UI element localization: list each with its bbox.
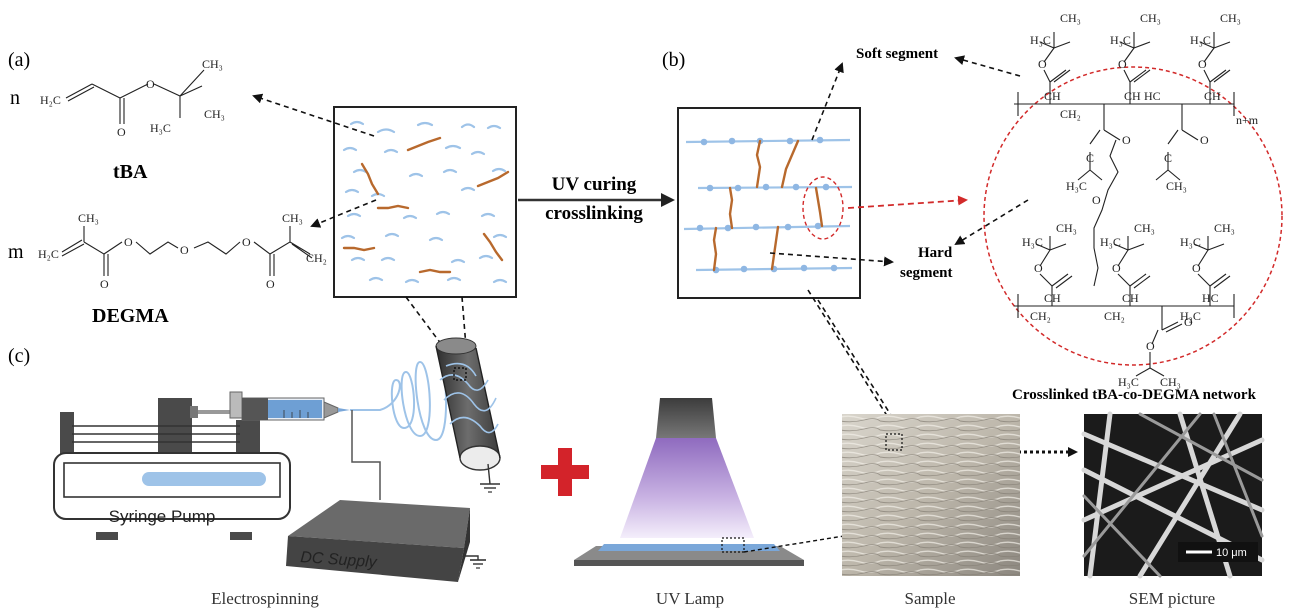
degma-o1: O	[100, 277, 109, 291]
lo-ch3-2: CH₃	[1134, 221, 1155, 235]
degma-o4: O	[242, 235, 251, 249]
up-ch3-1: CH₃	[1060, 11, 1081, 25]
uv-curing-arrow: UV curing crosslinking	[518, 174, 675, 224]
up-o-1: O	[1038, 57, 1047, 71]
hard-segment-label-1: Hard	[918, 245, 953, 261]
scale-bar-label: 10 μm	[1216, 547, 1247, 559]
dashed-connectors	[252, 55, 1078, 457]
lo-ch2-2: CH₂	[1104, 309, 1125, 323]
up-o-2: O	[1118, 57, 1127, 71]
degma-ch3-b: CH₃	[282, 211, 303, 225]
network-caption: Crosslinked tBA-co-DEGMA network	[1012, 387, 1257, 403]
electrospinning-setup	[350, 337, 501, 500]
up-ch3-4: CH₃	[1166, 179, 1187, 193]
degma-coefficient: m	[8, 241, 24, 263]
lo-h3c-3: H₃C	[1180, 235, 1201, 249]
sample-photo	[842, 414, 1020, 576]
link-o-1: O	[1092, 193, 1101, 207]
tba-h3c: H₃C	[150, 121, 171, 135]
dc-supply-label: DC Supply	[300, 549, 378, 571]
lo-o-2: O	[1112, 261, 1121, 275]
lo-h3c-4: H₃C	[1118, 375, 1139, 389]
degma-ch2-label: CH₂	[306, 251, 327, 265]
lo-ch-3: HC	[1202, 291, 1219, 305]
tba-name: tBA	[113, 161, 148, 183]
tba-structure: n H₂C O O CH₃ CH₃ H₃C tBA	[10, 57, 225, 183]
sem-image: 10 μm	[1081, 411, 1265, 579]
tba-ch3-top: CH₃	[202, 57, 223, 71]
lo-ch-1: CH	[1044, 291, 1061, 305]
panel-label-b: (b)	[662, 49, 685, 71]
degma-structure: m H₂C CH₃ O O O O O CH₃ CH₂ DEGMA	[8, 211, 327, 327]
lo-o-4: O	[1184, 315, 1193, 329]
degma-o2: O	[124, 235, 133, 249]
up-h3c-4: H₃C	[1066, 179, 1087, 193]
uv-lamp	[574, 398, 845, 566]
crosslinked-network-box	[677, 107, 861, 299]
crosslinking-label: crosslinking	[545, 203, 643, 224]
red-dashed-arrow	[847, 195, 968, 209]
up-c-2: C	[1164, 151, 1172, 165]
syringe-pump-label: Syringe Pump	[109, 507, 216, 526]
plus-icon	[541, 448, 589, 496]
panel-label-c: (c)	[8, 345, 30, 367]
lo-h3c-2: H₃C	[1100, 235, 1121, 249]
lo-ch3-3: CH₃	[1214, 221, 1235, 235]
uv-curing-label: UV curing	[552, 174, 637, 195]
monomer-solution-box	[333, 106, 517, 298]
up-o-3: O	[1198, 57, 1207, 71]
up-h3c-2: H₃C	[1110, 33, 1131, 47]
hard-segment-label-2: segment	[900, 265, 953, 281]
tba-ester-o: O	[146, 77, 155, 91]
degma-h2c-label: H₂C	[38, 247, 59, 261]
lo-o-3: O	[1192, 261, 1201, 275]
caption-sem: SEM picture	[1129, 589, 1215, 608]
up-c-1: C	[1086, 151, 1094, 165]
repeat-label-top: n+m	[1236, 113, 1259, 127]
degma-name: DEGMA	[92, 305, 169, 327]
lo-ch3-1: CH₃	[1056, 221, 1077, 235]
lo-ch2-1: CH₂	[1030, 309, 1051, 323]
up-h3c-3: H₃C	[1190, 33, 1211, 47]
caption-uv-lamp: UV Lamp	[656, 589, 724, 608]
dc-supply: DC Supply	[286, 500, 486, 582]
up-ch3-3: CH₃	[1220, 11, 1241, 25]
tba-coefficient: n	[10, 87, 20, 109]
lo-o-1: O	[1034, 261, 1043, 275]
degma-o3: O	[180, 243, 189, 257]
up-o-4: O	[1122, 133, 1131, 147]
soft-segment-label: Soft segment	[856, 46, 938, 62]
tba-carbonyl-o: O	[117, 125, 126, 139]
up-ch3-2: CH₃	[1140, 11, 1161, 25]
tba-ch3-right: CH₃	[204, 107, 225, 121]
lo-h3c-1: H₃C	[1022, 235, 1043, 249]
lo-ch-2: CH	[1122, 291, 1139, 305]
degma-o5: O	[266, 277, 275, 291]
degma-ch3-a: CH₃	[78, 211, 99, 225]
caption-sample: Sample	[905, 589, 956, 608]
syringe-pump: Syringe Pump	[53, 391, 350, 540]
up-h3c-1: H₃C	[1030, 33, 1051, 47]
up-ch-3: CH	[1204, 89, 1221, 103]
up-o-5: O	[1200, 133, 1209, 147]
up-hc-1: HC	[1144, 89, 1161, 103]
lo-h2c-1: H₂C	[1180, 309, 1201, 323]
caption-electrospinning: Electrospinning	[211, 589, 319, 608]
lo-o-5: O	[1146, 339, 1155, 353]
lo-ch3-4: CH₃	[1160, 375, 1181, 389]
panel-label-a: (a)	[8, 49, 30, 71]
tba-h2c-label: H₂C	[40, 93, 61, 107]
up-ch-2: CH	[1124, 89, 1141, 103]
up-ch-1: CH	[1044, 89, 1061, 103]
network-chemistry: Soft segment Hard segment Crosslinked tB…	[856, 11, 1283, 403]
up-ch2-1: CH₂	[1060, 107, 1081, 121]
